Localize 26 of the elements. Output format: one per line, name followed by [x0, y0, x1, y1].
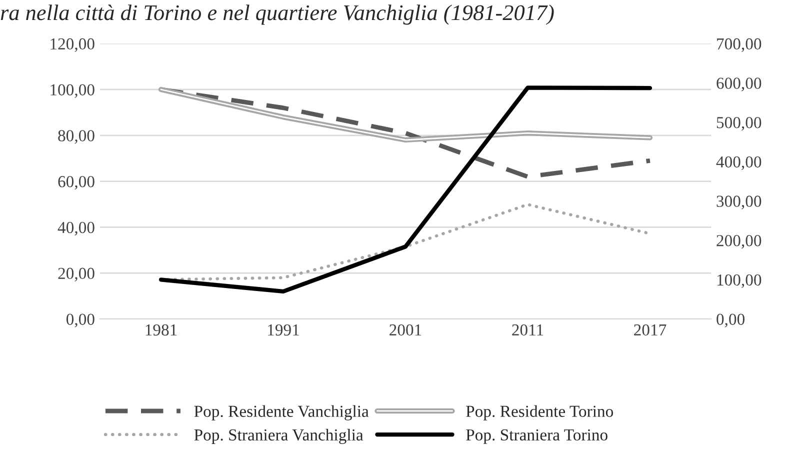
y2-tick-label: 700,00 [717, 38, 762, 52]
x-tick-label: 2001 [390, 324, 422, 336]
y-tick-label: 60,00 [58, 176, 94, 190]
y2-tick-label: 300,00 [716, 196, 762, 210]
y2-tick-label: 200,00 [716, 235, 762, 249]
y2-tick-label: 100,00 [717, 274, 762, 288]
x-tick-label: 2011 [512, 324, 544, 336]
legend-label: Pop. Residente Vanchiglia [194, 405, 369, 420]
x-tick-label: 1981 [146, 324, 177, 336]
legend-label: Pop. Straniera Vanchiglia [194, 428, 364, 444]
legend-label: Pop. Straniera Torino [466, 429, 608, 444]
line-series [158, 86, 652, 294]
y2-tick-label: 600,00 [716, 78, 762, 92]
y2-tick-label: 0,00 [716, 314, 744, 328]
y-tick-label: 40,00 [58, 222, 94, 236]
y-tick-label: 80,00 [58, 130, 94, 144]
y-tick-label: 20,00 [58, 268, 94, 282]
legend-label: Pop. Residente Torino [466, 405, 614, 420]
y2-tick-label: 400,00 [716, 156, 762, 170]
x-tick-label: 1991 [268, 324, 299, 336]
chart-title: ra nella città di Torino e nel quartiere Vanchiglia (1981-2017) [0, 4, 554, 25]
y-tick-label: 0,00 [66, 314, 94, 328]
y-tick-label: 120,00 [50, 38, 94, 52]
x-tick-label: 2017 [634, 324, 666, 336]
y-tick-label: 100,00 [50, 84, 94, 98]
y2-tick-label: 500,00 [716, 116, 762, 131]
